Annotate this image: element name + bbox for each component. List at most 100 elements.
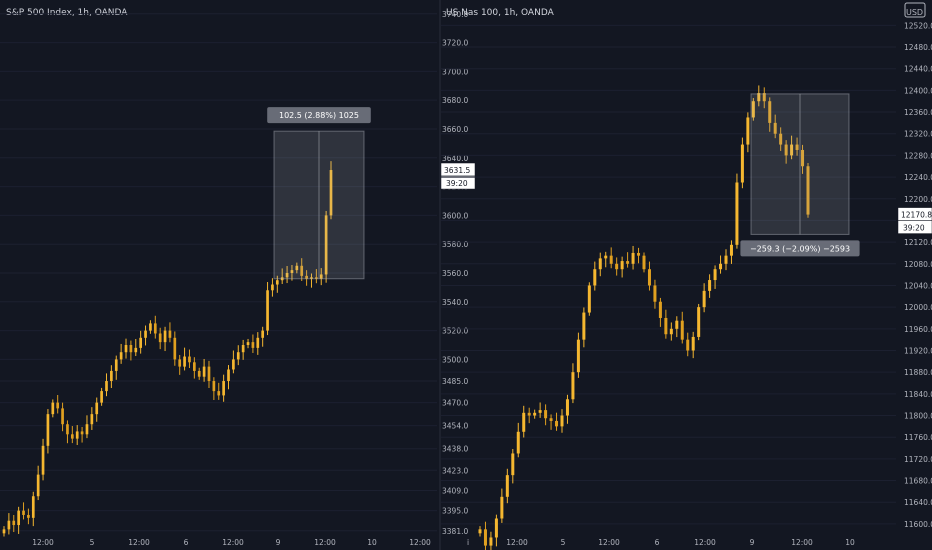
candle-body — [300, 265, 304, 276]
y-tick-label: 12240.0 — [904, 173, 932, 182]
y-tick-label: 3600.0 — [442, 211, 468, 220]
candle-body — [598, 258, 602, 270]
y-tick-label: 3438.0 — [442, 445, 468, 454]
countdown-value: 39:20 — [903, 224, 925, 233]
y-tick-label: 11960.0 — [904, 325, 932, 334]
candle-body — [95, 402, 99, 415]
candle-body — [735, 182, 739, 245]
candle-body — [310, 277, 313, 279]
candle-body — [702, 290, 706, 308]
candle-body — [522, 412, 526, 432]
y-tick-label: 12520.0 — [904, 21, 932, 30]
candle-body — [315, 277, 318, 279]
candle-body — [773, 122, 777, 134]
y-tick-label: 3381.0 — [442, 527, 468, 536]
y-tick-label: 3740.0 — [442, 10, 468, 19]
candle-body — [12, 520, 16, 526]
candle-body — [626, 261, 630, 264]
candle-body — [168, 330, 172, 338]
candle-body — [31, 496, 35, 518]
candle-body — [222, 381, 225, 396]
candle-body — [295, 265, 299, 271]
candle-body — [105, 381, 108, 392]
candle-body — [119, 352, 123, 360]
y-tick-label: 12120.0 — [904, 238, 932, 247]
y-tick-label: 11920.0 — [904, 346, 932, 355]
price-label-nas: 12170.8 39:20 — [897, 207, 932, 234]
scale-menu-icon[interactable] — [904, 2, 926, 18]
x-tick-label: 5 — [90, 538, 95, 547]
candle-body — [779, 133, 783, 145]
y-tick-label: 12440.0 — [904, 65, 932, 74]
candle-body — [319, 274, 323, 279]
candle-body — [61, 408, 64, 425]
candle-body — [729, 244, 733, 256]
x-axis-nas[interactable]: i 12:00 5 12:00 6 12:00 9 12:00 10 — [467, 538, 855, 547]
candle-body — [609, 255, 613, 264]
candle-body — [66, 424, 69, 435]
candle-body — [241, 345, 245, 353]
candle-body — [110, 370, 113, 382]
x-tick-label: 6 — [655, 538, 660, 547]
x-tick-label: 12:00 — [409, 538, 431, 547]
candle-body — [202, 366, 206, 377]
chart-pane-nas[interactable]: US Nas 100, 1h, OANDA USD −259.3 (−2.09%… — [441, 2, 932, 550]
countdown-tag — [897, 220, 932, 234]
candle-body — [124, 345, 128, 353]
x-tick-label: 12:00 — [314, 538, 336, 547]
y-tick-label: 3640.0 — [442, 154, 468, 163]
y-tick-label: 3485.0 — [442, 377, 468, 386]
candle-body — [251, 342, 255, 348]
countdown-value: 39:20 — [446, 179, 468, 188]
candle-body — [724, 255, 728, 264]
candle-body — [620, 261, 624, 270]
candle-body — [27, 514, 30, 518]
y-axis-spx[interactable]: 3740.03720.03700.03680.03660.03640.03620… — [442, 10, 468, 536]
measure-box-spx[interactable]: 102.5 (2.88%) 1025 — [267, 107, 371, 280]
y-tick-label: 3560.0 — [442, 269, 468, 278]
last-price-value: 12170.8 — [901, 211, 932, 220]
candle-body — [56, 402, 60, 409]
candle-body — [134, 347, 138, 353]
chart-pane-spx[interactable]: S&P 500 Index, 1h, OANDA 102.5 (2.88%) 1… — [0, 8, 476, 547]
y-tick-label: 11640.0 — [904, 498, 932, 507]
y-tick-label: 3720.0 — [442, 39, 468, 48]
y-tick-label: 12200.0 — [904, 195, 932, 204]
measure-box-nas[interactable]: −259.3 (−2.09%) −2593 — [740, 93, 860, 257]
candle-body — [751, 101, 755, 118]
measure-label: −259.3 (−2.09%) −2593 — [750, 244, 850, 253]
candle-body — [70, 434, 74, 439]
candle-body — [183, 356, 186, 367]
candle-body — [275, 280, 279, 285]
candle-body — [478, 529, 482, 534]
y-tick-label: 12080.0 — [904, 260, 932, 269]
candle-body — [762, 93, 766, 102]
candle-body — [144, 330, 147, 338]
x-tick-label: 9 — [750, 538, 755, 547]
x-tick-label: 9 — [276, 538, 281, 547]
candle-body — [232, 359, 235, 370]
candle-body — [100, 391, 103, 403]
y-tick-label: 3680.0 — [442, 96, 468, 105]
y-tick-label: 3454.0 — [442, 422, 468, 431]
candle-body — [246, 342, 250, 346]
candle-body — [261, 330, 265, 338]
candle-body — [582, 312, 586, 340]
candle-body — [615, 263, 619, 270]
candle-body — [500, 496, 504, 519]
candle-body — [795, 144, 799, 150]
y-tick-label: 3660.0 — [442, 125, 468, 134]
candle-body — [686, 339, 690, 351]
candle-body — [227, 369, 230, 382]
y-tick-label: 11800.0 — [904, 412, 932, 421]
candle-body — [266, 290, 269, 331]
candle-body — [560, 415, 564, 427]
candle-body — [212, 381, 216, 392]
candle-body — [576, 339, 580, 373]
candle-body — [17, 510, 20, 526]
x-tick-label: 10 — [845, 538, 855, 547]
x-axis-spx[interactable]: 12:00 5 12:00 6 12:00 9 12:00 10 12:00 — [32, 538, 431, 547]
y-tick-label: 11680.0 — [904, 477, 932, 486]
y-tick-label: 3520.0 — [442, 327, 468, 336]
candle-body — [139, 337, 142, 348]
